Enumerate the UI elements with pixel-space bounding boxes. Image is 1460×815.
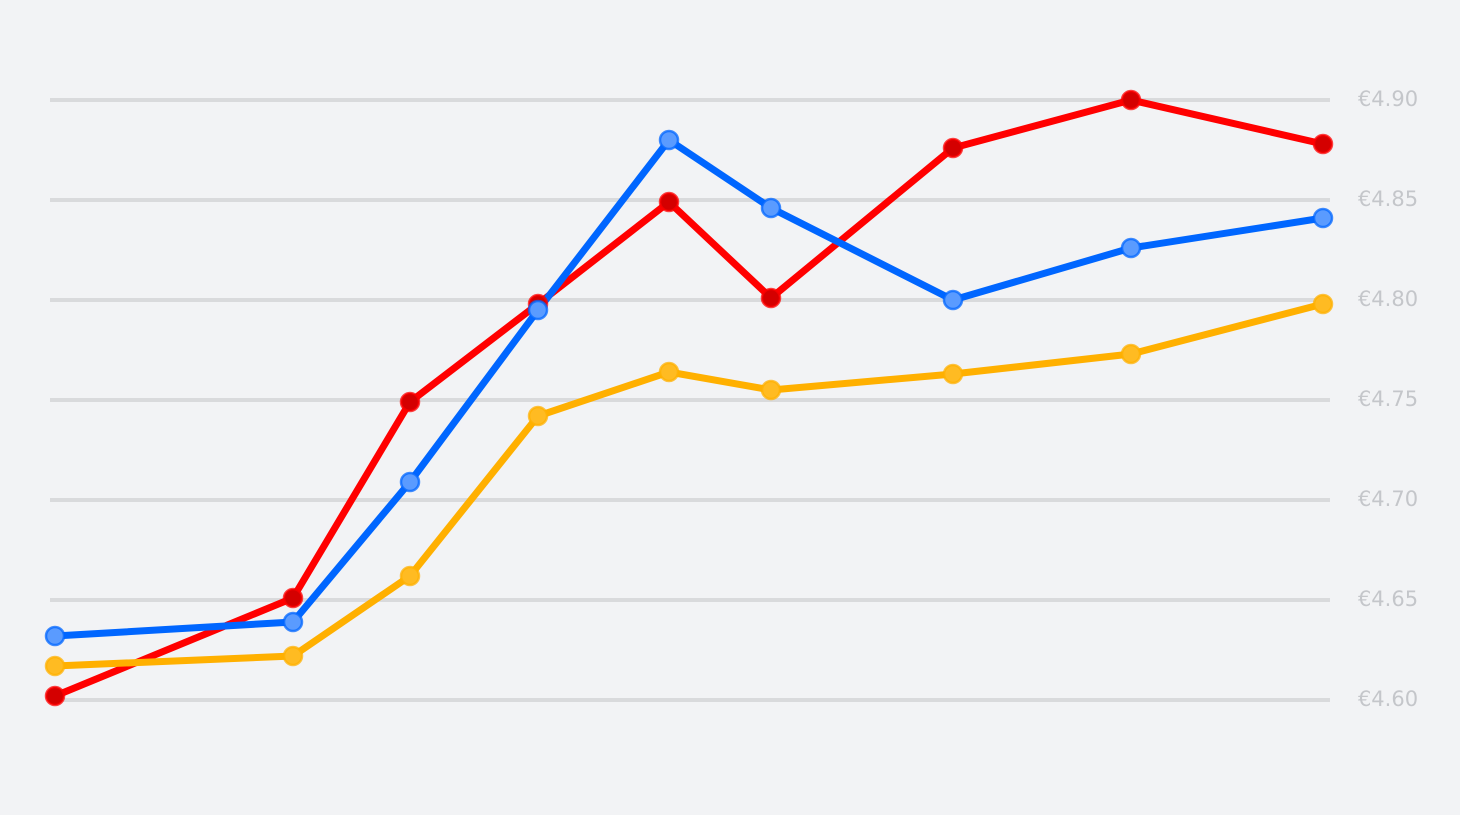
y-tick-label: €4.80 — [1358, 287, 1418, 311]
data-point — [44, 625, 66, 647]
data-point — [760, 379, 782, 401]
data-point — [942, 289, 964, 311]
y-tick-label: €4.85 — [1358, 187, 1418, 211]
data-point — [282, 587, 304, 609]
data-point — [1120, 343, 1142, 365]
data-point — [1312, 293, 1334, 315]
data-point — [942, 137, 964, 159]
data-point — [1312, 133, 1334, 155]
data-point — [760, 197, 782, 219]
data-point — [44, 685, 66, 707]
data-point — [942, 363, 964, 385]
data-point — [527, 405, 549, 427]
data-point — [44, 655, 66, 677]
data-point — [658, 191, 680, 213]
data-point — [658, 129, 680, 151]
data-point — [1120, 237, 1142, 259]
data-point — [658, 361, 680, 383]
data-point — [282, 645, 304, 667]
data-point — [1120, 89, 1142, 111]
data-point — [399, 391, 421, 413]
series-line — [54, 136, 1324, 640]
data-point — [399, 471, 421, 493]
data-point — [399, 565, 421, 587]
y-tick-label: €4.70 — [1358, 487, 1418, 511]
data-point — [1312, 207, 1334, 229]
y-tick-label: €4.65 — [1358, 587, 1418, 611]
data-point — [282, 611, 304, 633]
y-tick-label: €4.90 — [1358, 87, 1418, 111]
data-point — [527, 299, 549, 321]
y-tick-label: €4.75 — [1358, 387, 1418, 411]
y-tick-label: €4.60 — [1358, 687, 1418, 711]
data-point — [760, 287, 782, 309]
